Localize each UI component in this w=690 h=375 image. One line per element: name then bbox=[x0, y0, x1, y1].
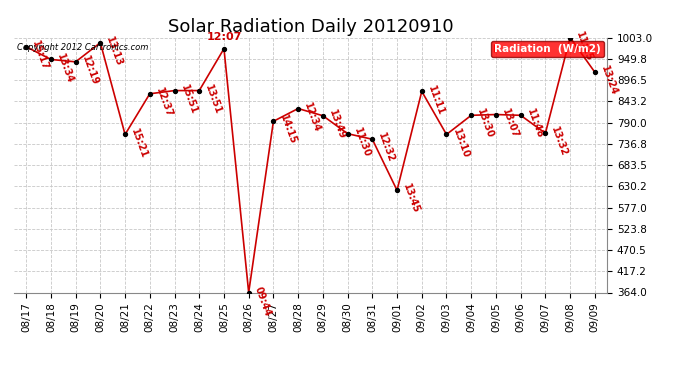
Point bbox=[466, 112, 477, 118]
Text: 13:45: 13:45 bbox=[401, 183, 421, 215]
Point bbox=[293, 105, 304, 111]
Text: 11:25: 11:25 bbox=[574, 30, 594, 63]
Text: 11:30: 11:30 bbox=[352, 126, 372, 159]
Point bbox=[268, 118, 279, 124]
Point bbox=[70, 59, 81, 65]
Text: 13:13: 13:13 bbox=[104, 35, 124, 68]
Legend: Radiation  (W/m2): Radiation (W/m2) bbox=[491, 40, 604, 57]
Point bbox=[416, 88, 427, 94]
Point bbox=[169, 88, 180, 94]
Point bbox=[194, 88, 205, 94]
Point bbox=[21, 44, 32, 50]
Text: 13:07: 13:07 bbox=[500, 107, 520, 140]
Text: 11:48: 11:48 bbox=[525, 108, 545, 140]
Text: 15:51: 15:51 bbox=[179, 83, 199, 116]
Point bbox=[144, 91, 155, 97]
Text: Copyright 2012 Cartronics.com: Copyright 2012 Cartronics.com bbox=[17, 43, 148, 52]
Text: 13:51: 13:51 bbox=[204, 83, 224, 116]
Point bbox=[342, 130, 353, 136]
Text: 12:19: 12:19 bbox=[80, 54, 100, 87]
Point bbox=[540, 130, 551, 136]
Point bbox=[95, 40, 106, 46]
Text: 13:30: 13:30 bbox=[475, 108, 495, 140]
Point bbox=[391, 188, 402, 194]
Point bbox=[243, 290, 254, 296]
Text: 13:24: 13:24 bbox=[599, 64, 619, 97]
Point bbox=[317, 113, 328, 119]
Text: 13:32: 13:32 bbox=[549, 126, 569, 158]
Text: 12:07: 12:07 bbox=[206, 32, 242, 42]
Text: 13:10: 13:10 bbox=[451, 127, 471, 159]
Text: 12:34: 12:34 bbox=[302, 101, 322, 134]
Text: 15:17: 15:17 bbox=[30, 39, 50, 72]
Point bbox=[441, 132, 452, 138]
Text: 09:44: 09:44 bbox=[253, 285, 273, 318]
Point bbox=[564, 34, 575, 40]
Text: 13:34: 13:34 bbox=[55, 52, 75, 84]
Point bbox=[119, 132, 130, 138]
Text: 12:32: 12:32 bbox=[377, 132, 397, 164]
Text: 14:15: 14:15 bbox=[277, 114, 297, 146]
Point bbox=[367, 136, 378, 142]
Point bbox=[491, 111, 502, 117]
Title: Solar Radiation Daily 20120910: Solar Radiation Daily 20120910 bbox=[168, 18, 453, 36]
Text: 13:49: 13:49 bbox=[327, 108, 347, 141]
Point bbox=[219, 46, 230, 52]
Text: 15:21: 15:21 bbox=[129, 127, 149, 159]
Text: 11:11: 11:11 bbox=[426, 84, 446, 116]
Point bbox=[515, 112, 526, 118]
Point bbox=[589, 69, 600, 75]
Point bbox=[46, 57, 57, 63]
Text: 12:37: 12:37 bbox=[154, 86, 174, 119]
